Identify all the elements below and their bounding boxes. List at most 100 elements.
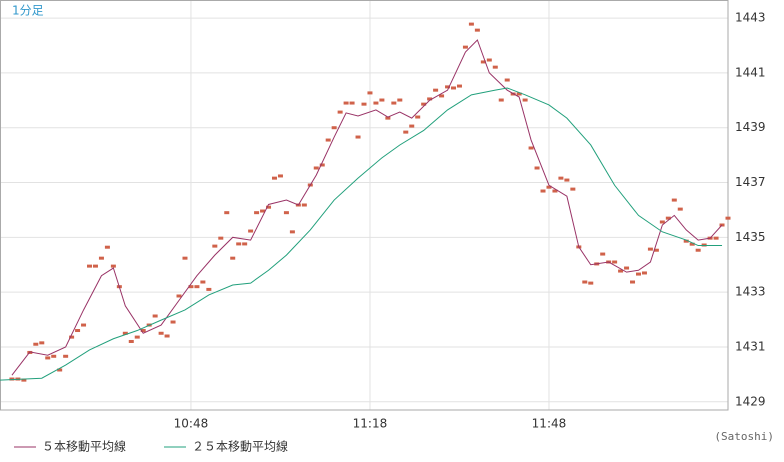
price-point [45, 356, 51, 360]
price-point [492, 65, 498, 69]
price-point [277, 174, 283, 178]
y-tick-label: 1435 [735, 230, 766, 244]
price-point [671, 198, 677, 202]
price-point [21, 378, 27, 382]
price-point [224, 211, 230, 215]
price-point [624, 266, 630, 270]
price-point [242, 242, 248, 246]
price-point [451, 86, 457, 90]
price-point [164, 334, 170, 338]
price-point [373, 101, 379, 105]
price-point [325, 138, 331, 142]
price-point [397, 98, 403, 102]
price-point [600, 252, 606, 256]
price-point [283, 211, 289, 215]
price-point [182, 256, 188, 260]
price-point [379, 98, 385, 102]
price-point [456, 84, 462, 88]
price-point [188, 285, 194, 289]
price-point [445, 85, 451, 89]
price-point [534, 166, 540, 170]
x-tick-label: 11:48 [532, 417, 567, 431]
price-point [653, 248, 659, 252]
price-point [176, 294, 182, 298]
price-point [462, 45, 468, 49]
price-point [75, 329, 81, 333]
price-point [504, 78, 510, 82]
price-point [415, 115, 421, 119]
price-point [641, 271, 647, 275]
price-point [158, 331, 164, 335]
price-point [385, 116, 391, 120]
price-point [665, 216, 671, 220]
price-point [212, 244, 218, 248]
legend-label: ２５本移動平均線 [192, 439, 288, 454]
price-point [337, 110, 343, 114]
plot-border [0, 0, 729, 411]
price-point [104, 245, 110, 249]
price-point [540, 189, 546, 193]
price-point [110, 264, 116, 268]
price-point [51, 354, 57, 358]
legend-label: ５本移動平均線 [42, 439, 126, 454]
y-tick-label: 1437 [735, 175, 766, 189]
price-point [128, 339, 134, 343]
price-point [248, 229, 254, 233]
price-point [659, 220, 665, 224]
price-point [87, 264, 93, 268]
price-point [582, 280, 588, 284]
price-point [427, 97, 433, 101]
x-tick-label: 10:48 [174, 417, 209, 431]
price-point [289, 230, 295, 234]
price-point [677, 207, 683, 211]
price-point [319, 163, 325, 167]
price-point [439, 94, 445, 98]
price-point [33, 342, 39, 346]
price-point [516, 92, 522, 96]
price-point [170, 320, 176, 324]
price-point [266, 205, 272, 209]
price-point [558, 176, 564, 180]
price-point [361, 102, 367, 106]
price-point [695, 248, 701, 252]
price-point [254, 211, 260, 215]
credit: (Satoshi) [714, 430, 774, 443]
y-tick-label: 1443 [735, 11, 766, 25]
price-point [486, 58, 492, 62]
price-point [570, 187, 576, 191]
price-point [683, 239, 689, 243]
price-point [236, 242, 242, 246]
price-point [218, 236, 224, 240]
price-point [194, 285, 200, 289]
price-point [468, 22, 474, 26]
price-point [81, 323, 87, 327]
price-point [9, 377, 15, 381]
price-point [134, 335, 140, 339]
price-point [701, 243, 707, 247]
y-tick-label: 1433 [735, 285, 766, 299]
price-point [618, 269, 624, 273]
price-point [355, 135, 361, 139]
y-tick-label: 1439 [735, 120, 766, 134]
x-tick-label: 11:18 [353, 417, 388, 431]
price-point [57, 368, 63, 372]
price-point [313, 166, 319, 170]
price-point [271, 176, 277, 180]
price-point [200, 280, 206, 284]
price-point [98, 256, 104, 260]
y-tick-label: 1429 [735, 394, 766, 408]
price-point [612, 260, 618, 264]
price-point [349, 101, 355, 105]
price-point [480, 60, 486, 64]
ma-line [0, 87, 723, 381]
price-point [522, 98, 528, 102]
price-point [546, 185, 552, 189]
price-point [260, 209, 266, 213]
y-tick-label: 1441 [735, 65, 766, 79]
price-point [635, 272, 641, 276]
price-point [69, 335, 75, 339]
price-point [230, 256, 236, 260]
price-point [713, 236, 719, 240]
